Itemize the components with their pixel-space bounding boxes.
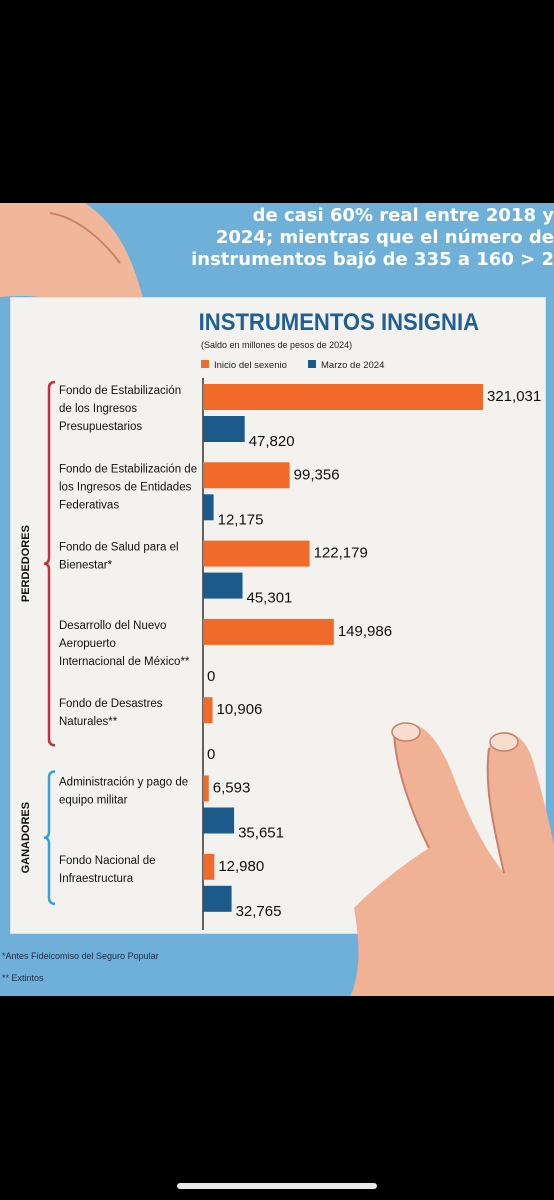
category-label: Internacional de México** xyxy=(59,656,190,668)
group-perdedores-brace xyxy=(43,380,56,747)
data-label: 321,031 xyxy=(487,388,541,405)
bar-marzo xyxy=(203,416,245,442)
footnote-2: ** Extintos xyxy=(2,973,44,983)
category-label: equipo militar xyxy=(59,795,128,807)
category-label: Desarrollo del Nuevo xyxy=(59,620,166,632)
legend-label-marzo: Marzo de 2024 xyxy=(321,360,384,371)
bar-inicio xyxy=(203,775,209,802)
data-label: 149,986 xyxy=(338,623,392,640)
data-label: 47,820 xyxy=(249,433,295,450)
category-label: Federativas xyxy=(59,499,119,511)
data-label: 45,301 xyxy=(247,590,293,607)
bar-chart: INSTRUMENTOS INSIGNIA (Saldo en millones … xyxy=(20,308,541,930)
data-label: 6,593 xyxy=(213,780,251,797)
category-label: Fondo de Estabilización de xyxy=(59,463,197,475)
data-label: 122,179 xyxy=(314,545,368,562)
category-label: Fondo de Salud para el xyxy=(59,542,179,554)
bar-marzo xyxy=(203,807,235,834)
headline-line-3: instrumentos bajó de 335 a 160 > 2 xyxy=(191,249,554,270)
bar-marzo xyxy=(203,572,243,599)
bar-inicio xyxy=(203,853,215,880)
category-label: Presupuestarios xyxy=(59,421,142,433)
bar-inicio xyxy=(203,697,213,724)
data-label: 12,175 xyxy=(218,511,264,528)
data-label: 99,356 xyxy=(294,466,340,483)
group-perdedores-label: PERDEDORES xyxy=(20,525,32,602)
category-label: de los Ingresos xyxy=(59,403,137,415)
home-indicator xyxy=(177,1183,377,1189)
category-label: Fondo de Desastres xyxy=(59,698,163,710)
category-label: Fondo Nacional de xyxy=(59,855,156,867)
data-label: 35,651 xyxy=(238,825,284,842)
hand-illustration-bottom xyxy=(350,722,554,996)
infographic: de casi 60% real entre 2018 y 2024; mien… xyxy=(0,203,554,996)
data-label: 12,980 xyxy=(218,858,264,875)
headline-line-2: 2024; mientras que el número de xyxy=(215,227,554,248)
footnote-1: *Antes Fideicomiso del Seguro Popular xyxy=(2,951,159,961)
legend-label-inicio: Inicio del sexenio xyxy=(214,360,287,371)
category-label: Infraestructura xyxy=(59,873,134,885)
bar-inicio xyxy=(203,462,290,489)
category-label: Bienestar* xyxy=(59,560,113,572)
group-ganadores-brace xyxy=(43,770,56,906)
category-label: Aeropuerto xyxy=(59,638,116,650)
headline-line-1: de casi 60% real entre 2018 y xyxy=(252,205,554,226)
chart-title: INSTRUMENTOS INSIGNIA xyxy=(199,308,480,335)
headline-block: de casi 60% real entre 2018 y 2024; mien… xyxy=(0,203,554,289)
bar-inicio xyxy=(203,618,334,645)
legend-swatch-inicio xyxy=(201,360,209,368)
group-ganadores-label: GANADORES xyxy=(20,802,32,874)
category-label: los Ingresos de Entidades xyxy=(59,481,192,493)
data-label: 0 xyxy=(207,668,215,685)
bar-inicio xyxy=(203,384,483,410)
legend-swatch-marzo xyxy=(308,360,316,368)
category-label: Naturales** xyxy=(59,716,118,728)
data-label: 10,906 xyxy=(217,701,263,718)
bar-marzo xyxy=(203,885,232,912)
chart-subtitle: (Saldo en millones de pesos de 2024) xyxy=(201,340,352,350)
category-label: Fondo de Estabilización xyxy=(59,385,181,397)
category-label: Administración y pago de xyxy=(59,777,188,789)
data-label: 32,765 xyxy=(236,903,282,920)
data-label: 0 xyxy=(207,746,215,763)
bar-inicio xyxy=(203,540,310,567)
bar-marzo xyxy=(203,494,214,521)
